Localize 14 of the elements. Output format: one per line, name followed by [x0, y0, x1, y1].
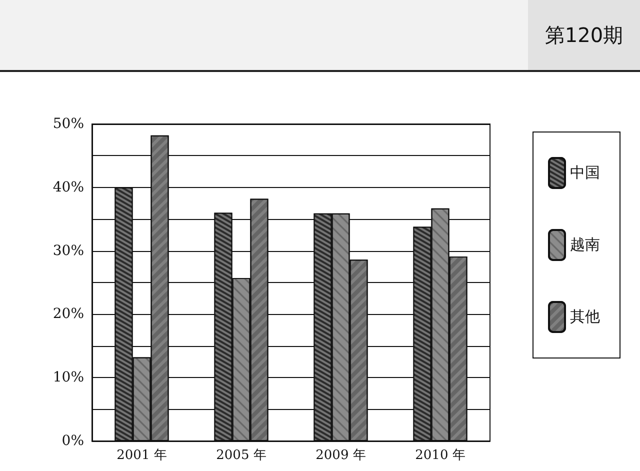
- y-tick-label: 50%: [52, 116, 84, 132]
- legend-label: 越南: [570, 236, 600, 254]
- legend-label: 中国: [570, 164, 600, 182]
- y-tick-label: 10%: [52, 370, 84, 386]
- text: 第120期: [528, 0, 640, 70]
- x-tick-label: 2009 年: [316, 448, 366, 463]
- y-tick-label: 20%: [52, 306, 84, 322]
- legend-label: 其他: [570, 308, 600, 326]
- y-tick-label: 30%: [52, 242, 84, 259]
- x-tick-label: 2005 年: [216, 448, 266, 463]
- x-tick-label: 2010 年: [415, 448, 466, 463]
- y-tick-label: 0%: [62, 433, 84, 449]
- y-tick-label: 40%: [52, 179, 84, 196]
- x-tick-label: 2001 年: [116, 448, 167, 463]
